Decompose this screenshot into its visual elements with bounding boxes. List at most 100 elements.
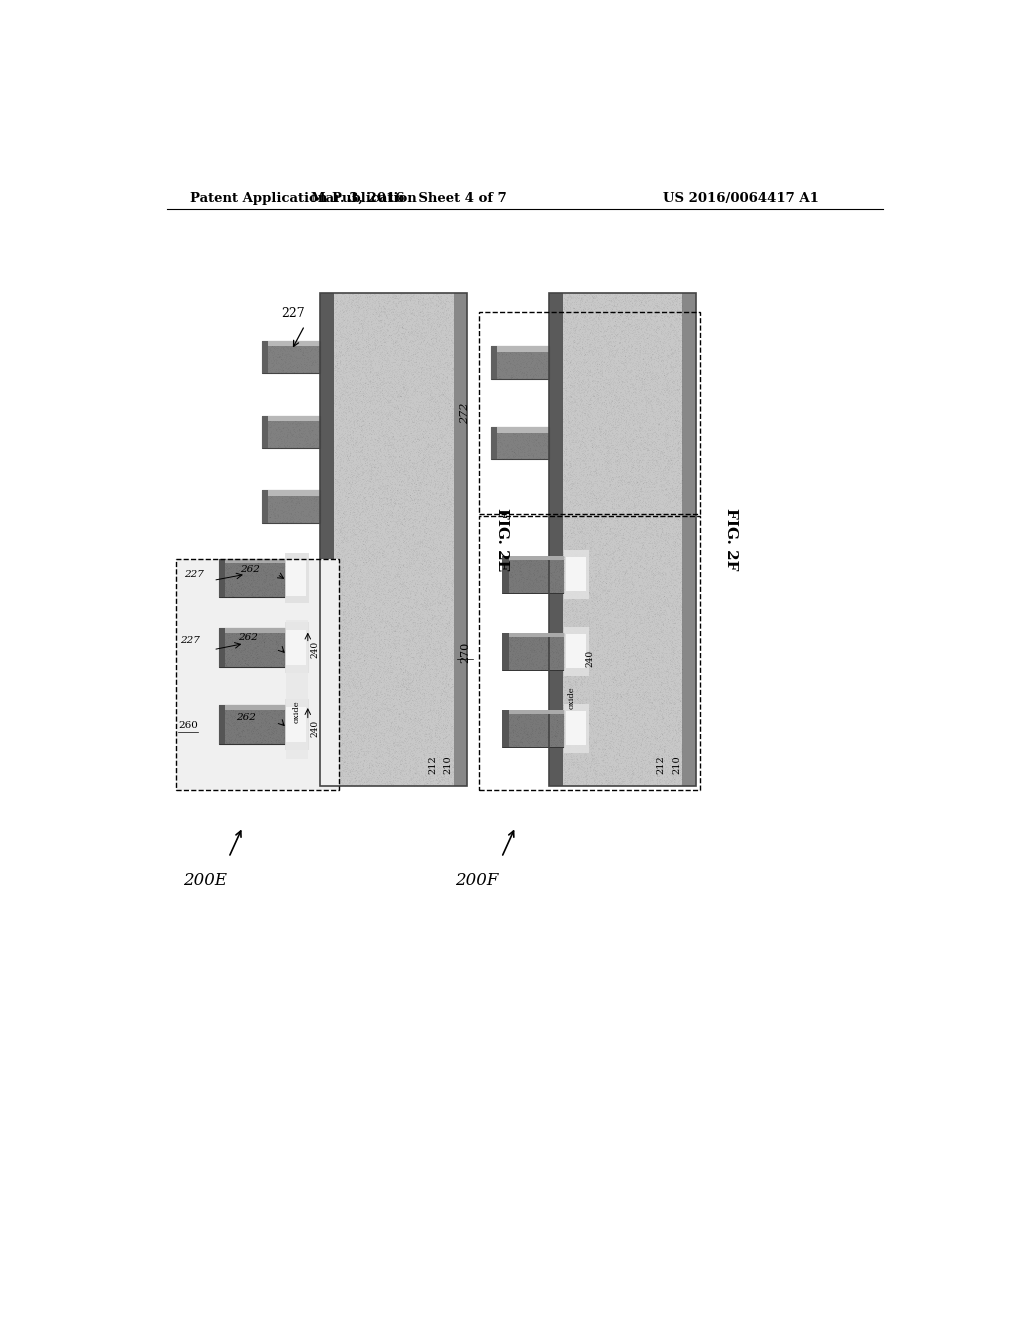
Point: [620, 731, 636, 752]
Point: [233, 549, 250, 570]
Point: [414, 290, 430, 312]
Point: [573, 393, 590, 414]
Point: [444, 310, 461, 331]
Point: [440, 442, 457, 463]
Point: [664, 319, 680, 341]
Point: [545, 725, 561, 746]
Point: [560, 599, 577, 620]
Point: [358, 490, 375, 511]
Point: [642, 611, 658, 632]
Point: [345, 659, 361, 680]
Point: [400, 335, 417, 356]
Point: [572, 656, 589, 677]
Point: [496, 556, 512, 577]
Point: [616, 540, 633, 561]
Point: [442, 587, 459, 609]
Point: [406, 692, 422, 713]
Point: [336, 709, 352, 730]
Point: [595, 434, 611, 455]
Point: [357, 631, 374, 652]
Point: [364, 581, 380, 602]
Point: [362, 727, 379, 748]
Point: [384, 615, 400, 636]
Point: [354, 659, 371, 680]
Point: [515, 358, 531, 379]
Point: [437, 510, 454, 531]
Point: [279, 360, 295, 381]
Point: [411, 511, 427, 532]
Point: [286, 425, 302, 446]
Point: [444, 428, 461, 449]
Point: [386, 315, 402, 337]
Point: [523, 655, 540, 676]
Point: [565, 632, 582, 653]
Point: [620, 685, 636, 706]
Point: [421, 392, 437, 413]
Point: [358, 379, 375, 400]
Point: [390, 338, 407, 359]
Point: [441, 540, 458, 561]
Point: [567, 543, 584, 564]
Point: [328, 442, 344, 463]
Point: [638, 504, 654, 525]
Point: [360, 639, 377, 660]
Point: [257, 437, 273, 458]
Point: [415, 502, 431, 523]
Point: [507, 558, 523, 579]
Point: [412, 356, 428, 378]
Point: [406, 458, 422, 479]
Point: [527, 657, 544, 678]
Point: [647, 553, 664, 574]
Point: [259, 343, 275, 364]
Point: [616, 474, 633, 495]
Point: [351, 722, 368, 743]
Point: [443, 737, 460, 758]
Point: [263, 350, 280, 371]
Point: [571, 498, 588, 519]
Point: [671, 541, 687, 562]
Point: [411, 338, 427, 359]
Point: [623, 676, 639, 697]
Point: [664, 644, 680, 665]
Point: [628, 339, 644, 360]
Point: [609, 718, 626, 739]
Point: [643, 301, 659, 322]
Point: [668, 612, 684, 634]
Point: [411, 610, 427, 631]
Point: [377, 636, 393, 657]
Point: [604, 627, 621, 648]
Point: [335, 531, 351, 552]
Point: [536, 565, 552, 586]
Point: [595, 510, 611, 531]
Point: [334, 531, 350, 552]
Point: [392, 659, 409, 680]
Point: [564, 638, 581, 659]
Point: [503, 701, 519, 722]
Point: [532, 624, 549, 645]
Point: [633, 290, 649, 312]
Point: [356, 433, 373, 454]
Point: [431, 323, 447, 345]
Point: [626, 612, 642, 634]
Point: [350, 372, 367, 393]
Point: [216, 719, 232, 741]
Point: [669, 379, 685, 400]
Point: [522, 552, 539, 573]
Point: [285, 408, 301, 429]
Point: [575, 668, 592, 689]
Point: [596, 682, 612, 704]
Point: [586, 642, 602, 663]
Point: [402, 539, 419, 560]
Point: [403, 297, 420, 318]
Point: [356, 742, 373, 763]
Point: [623, 449, 639, 470]
Point: [255, 558, 271, 579]
Point: [214, 630, 230, 651]
Point: [669, 676, 685, 697]
Point: [662, 692, 678, 713]
Point: [645, 609, 662, 630]
Point: [414, 690, 430, 711]
Point: [558, 437, 574, 458]
Point: [560, 688, 577, 709]
Point: [260, 557, 276, 578]
